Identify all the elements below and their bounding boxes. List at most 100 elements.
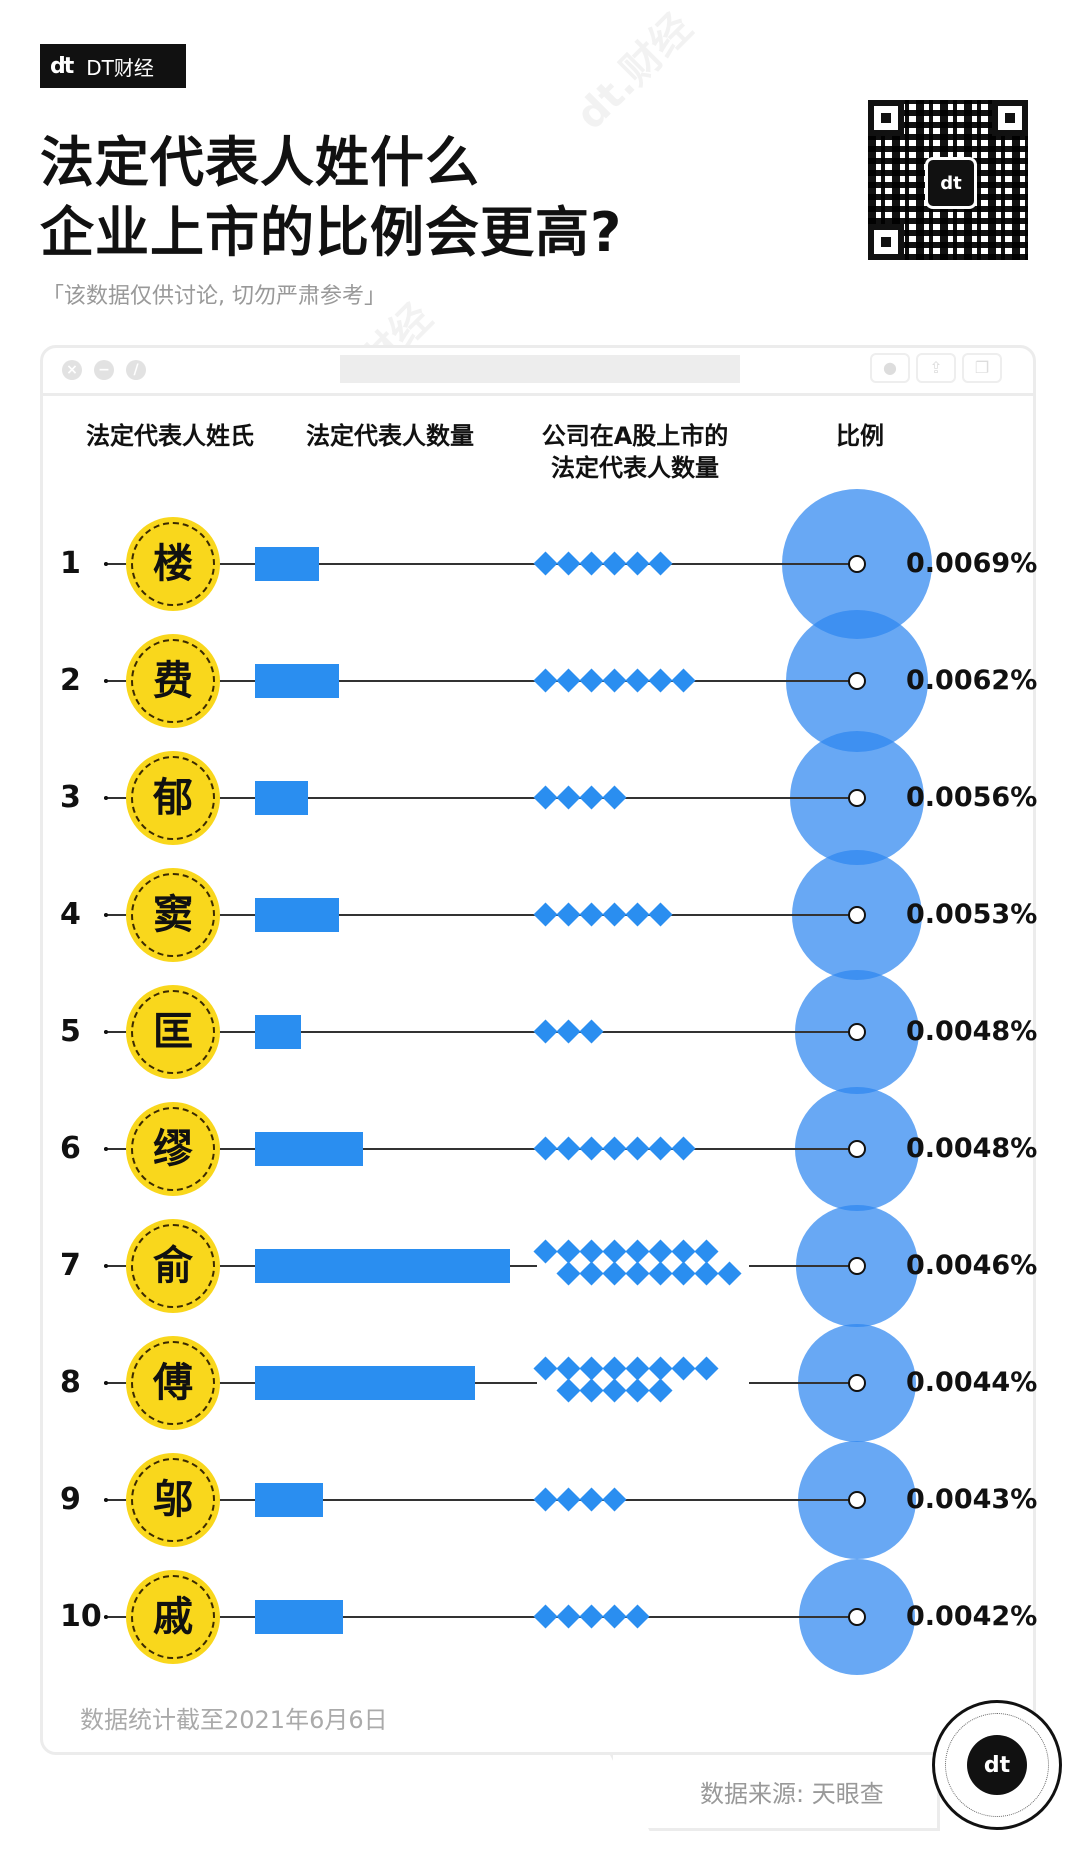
surname: 郁 (153, 775, 193, 821)
surname-coin: 邬 (126, 1453, 220, 1547)
ratio-value: 0.0043% (906, 1484, 1038, 1515)
minimize-icon[interactable]: − (94, 360, 114, 380)
surname: 邬 (153, 1477, 193, 1523)
listed-count-diamonds (533, 1239, 749, 1292)
surname-coin: 费 (126, 634, 220, 728)
column-header-listed-line1: 公司在A股上市的 (541, 422, 729, 450)
surname-coin: 缪 (126, 1102, 220, 1196)
subtitle: 「该数据仅供讨论, 切勿严肃参考」 (42, 284, 386, 309)
window-icon[interactable]: ❐ (962, 353, 1002, 383)
column-header-listed-line2: 法定代表人数量 (551, 454, 719, 482)
row-connector-line (104, 1616, 857, 1618)
title-line-2: 企业上市的比例会更高? (40, 201, 623, 264)
surname-coin: 俞 (126, 1219, 220, 1313)
data-source: 数据来源: 天眼查 (700, 1780, 884, 1808)
diamond-icon (671, 1261, 696, 1286)
qr-finder-icon (868, 224, 904, 260)
diamond-icon (602, 1239, 627, 1264)
diamond-icon (694, 1239, 719, 1264)
qr-finder-icon (992, 100, 1028, 136)
surname: 窦 (153, 892, 193, 938)
count-bar (255, 1483, 323, 1517)
rank: 10 (60, 1599, 102, 1634)
diamond-icon (579, 1378, 604, 1403)
row-connector-line (104, 563, 857, 565)
rank: 1 (60, 546, 81, 581)
dt-logo-icon: dt (50, 53, 74, 79)
ratio-value: 0.0048% (906, 1016, 1038, 1047)
ratio-value: 0.0053% (906, 899, 1038, 930)
rank: 6 (60, 1131, 81, 1166)
rank: 4 (60, 897, 81, 932)
ratio-marker-icon (848, 789, 866, 807)
ratio-marker-icon (848, 1608, 866, 1626)
ratio-marker-icon (848, 672, 866, 690)
row-dot-icon (104, 796, 108, 800)
ratio-value: 0.0048% (906, 1133, 1038, 1164)
surname: 傅 (153, 1360, 193, 1406)
diamond-icon (648, 1261, 673, 1286)
row-dot-icon (104, 1030, 108, 1034)
share-icon[interactable]: ⇪ (916, 353, 956, 383)
diamond-icon (533, 1356, 558, 1381)
ratio-value: 0.0044% (906, 1367, 1038, 1398)
surname-coin: 傅 (126, 1336, 220, 1430)
maximize-icon[interactable]: / (126, 360, 146, 380)
count-bar (255, 1132, 363, 1166)
watermark: dt.财经 (567, 5, 702, 139)
diamond-icon (694, 1261, 719, 1286)
count-bar (255, 1015, 301, 1049)
window-chrome: × − / ● ⇪ ❐ (40, 345, 1036, 396)
surname-coin: 窦 (126, 868, 220, 962)
row-dot-icon (104, 1498, 108, 1502)
surname: 楼 (153, 541, 193, 587)
surname: 戚 (153, 1594, 193, 1640)
page-title: 法定代表人姓什么 企业上市的比例会更高? (40, 128, 622, 268)
diamond-icon (648, 1378, 673, 1403)
brand-name: DT财经 (86, 55, 154, 80)
row-connector-line (104, 1499, 857, 1501)
ratio-marker-icon (848, 555, 866, 573)
surname-coin: 戚 (126, 1570, 220, 1664)
diamond-icon (533, 1239, 558, 1264)
diamond-icon (602, 1356, 627, 1381)
title-line-1: 法定代表人姓什么 (40, 131, 480, 194)
diamond-icon (556, 1239, 581, 1264)
brand-logo: dt DT财经 (40, 44, 186, 88)
source-tab (610, 1755, 940, 1831)
row-dot-icon (104, 679, 108, 683)
rank: 5 (60, 1014, 81, 1049)
count-bar (255, 898, 339, 932)
footnote: 数据统计截至2021年6月6日 (80, 1706, 388, 1734)
row-connector-line (104, 1382, 857, 1384)
surname: 俞 (153, 1243, 193, 1289)
record-icon[interactable]: ● (870, 353, 910, 383)
count-bar (255, 1366, 475, 1400)
count-bar (255, 1600, 343, 1634)
diamond-icon (648, 1356, 673, 1381)
row-dot-icon (104, 913, 108, 917)
listed-count-diamonds (533, 1356, 749, 1409)
row-connector-line (104, 680, 857, 682)
close-icon[interactable]: × (62, 360, 82, 380)
ratio-value: 0.0062% (906, 665, 1038, 696)
row-dot-icon (104, 1381, 108, 1385)
ratio-marker-icon (848, 1374, 866, 1392)
qr-code[interactable]: dt (868, 100, 1028, 260)
diamond-icon (579, 1356, 604, 1381)
diamond-icon (556, 1378, 581, 1403)
row-dot-icon (104, 562, 108, 566)
rank: 8 (60, 1365, 81, 1400)
diamond-icon (625, 1239, 650, 1264)
surname: 缪 (153, 1126, 193, 1172)
dt-logo-icon: dt (967, 1735, 1027, 1795)
row-dot-icon (104, 1615, 108, 1619)
surname-coin: 楼 (126, 517, 220, 611)
ratio-marker-icon (848, 1140, 866, 1158)
count-bar (255, 1249, 510, 1283)
address-bar[interactable] (340, 355, 740, 383)
row-connector-line (104, 1148, 857, 1150)
diamond-icon (579, 1239, 604, 1264)
diamond-icon (579, 1261, 604, 1286)
diamond-icon (602, 1261, 627, 1286)
